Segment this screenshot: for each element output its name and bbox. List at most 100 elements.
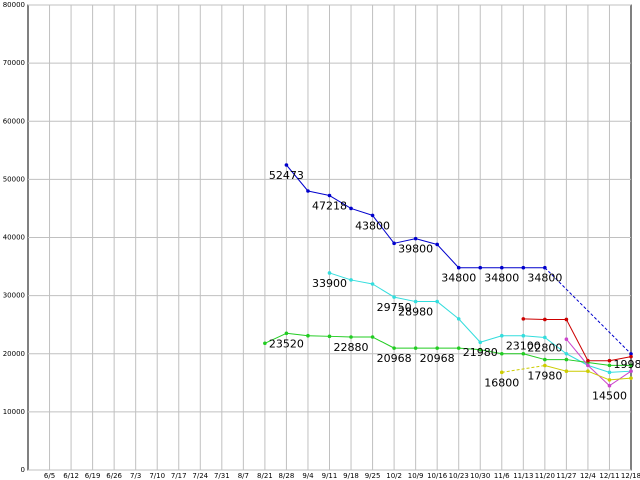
x-tick-label: 7/3 [130, 472, 141, 480]
series-6-point [564, 369, 569, 373]
series-2-point [327, 271, 332, 275]
series-4-segment [609, 356, 632, 362]
series-2-segment [587, 364, 610, 373]
series-4-segment [565, 319, 589, 361]
series-2-point [564, 351, 569, 356]
x-tick-label: 6/19 [85, 472, 101, 480]
series-3-point [456, 346, 461, 350]
series-2-segment [350, 279, 373, 285]
series-6-point [543, 363, 547, 368]
series-6-point [499, 370, 504, 375]
series-1-segment [394, 238, 416, 244]
series-3-point [564, 357, 569, 362]
series-2-segment [566, 353, 589, 366]
data-label: 34800 [527, 272, 562, 285]
series-5-point [629, 369, 633, 373]
data-label: 17980 [527, 369, 562, 382]
y-tick-label: 20000 [3, 350, 25, 358]
data-label: 52473 [269, 169, 304, 182]
series-6-segment [544, 365, 567, 372]
x-tick-label: 8/21 [257, 472, 273, 480]
series-3-segment [329, 335, 352, 338]
x-tick-label: 12/18 [621, 472, 640, 480]
data-label: 22880 [334, 341, 369, 354]
series-1-point [370, 213, 375, 218]
series-4-point [521, 317, 526, 321]
series-2-segment [436, 301, 460, 320]
x-tick-label: 7/31 [214, 472, 230, 480]
series-2-segment [544, 337, 567, 355]
series-3-segment [286, 332, 309, 337]
series-3-point [629, 363, 633, 368]
series-4-point [543, 317, 547, 322]
x-tick-label: 9/11 [322, 472, 338, 480]
series-2-point [435, 299, 439, 304]
series-1-segment [372, 215, 395, 244]
series-6-point [629, 376, 633, 380]
series-3-point [370, 335, 375, 339]
series-4-point [564, 317, 569, 322]
y-tick-label: 70000 [3, 59, 25, 67]
x-tick-label: 11/13 [513, 472, 533, 480]
series-5-point [607, 383, 612, 388]
series-2-segment [609, 370, 632, 373]
y-axis-ticks: 0 10000 20000 30000 40000 50000 60000 70000 8000… [3, 1, 25, 474]
y-tick-label: 0 [21, 466, 25, 474]
data-label: 21980 [463, 346, 498, 359]
series-1-point [349, 206, 353, 211]
data-label: 29750 [377, 301, 412, 314]
series-2-point [499, 333, 504, 338]
series-2-point [521, 333, 526, 338]
data-label: 23100 [506, 340, 541, 353]
series-5-segment [609, 370, 632, 387]
series-5-point [586, 363, 590, 368]
series-1-point [456, 265, 461, 270]
data-label: 16800 [484, 376, 519, 389]
series-6-segment [501, 364, 545, 373]
series-3-point [263, 341, 267, 346]
series-2-segment [523, 335, 545, 338]
series-3-point [284, 331, 289, 336]
series-1-point [543, 265, 547, 270]
series-1-segment [286, 164, 309, 192]
series-3-point [306, 333, 310, 338]
series-2-segment [329, 272, 352, 281]
series-2-segment [394, 296, 416, 303]
series-4-point [607, 358, 612, 363]
series-1-point [499, 265, 504, 270]
x-tick-label: 8/28 [279, 472, 295, 480]
series-3-point [435, 346, 439, 350]
x-tick-label: 9/25 [365, 472, 381, 480]
series-1-segment [307, 190, 330, 197]
data-label: 23520 [269, 337, 304, 350]
grid-lines [28, 4, 631, 471]
series-1-point [435, 242, 439, 247]
series-6-point [607, 378, 612, 382]
data-label: 20968 [377, 352, 412, 365]
series-3-point [543, 357, 547, 362]
series-1-segment [436, 244, 460, 269]
data-label: 39800 [398, 243, 433, 256]
data-label: 33900 [312, 277, 347, 290]
series-2-point [478, 340, 483, 345]
series-1-point [306, 189, 310, 193]
series-4-point [629, 354, 633, 359]
series-3-segment [264, 332, 287, 344]
x-tick-label: 6/12 [63, 472, 79, 480]
data-label: 34800 [441, 272, 476, 285]
x-tick-label: 6/26 [106, 472, 122, 480]
series-2-point [413, 299, 418, 304]
series-2-segment [458, 318, 481, 343]
x-tick-label: 10/23 [449, 472, 469, 480]
x-tick-label: 6/5 [44, 472, 55, 480]
y-tick-label: 30000 [3, 292, 25, 300]
series-3-segment [587, 361, 610, 366]
series-3-point [499, 351, 504, 356]
series-2-point [607, 370, 612, 375]
series-4-point [586, 358, 590, 363]
data-label: 20968 [420, 352, 455, 365]
x-tick-label: 10/2 [386, 472, 402, 480]
data-label: 28980 [398, 306, 433, 319]
series-5-segment [566, 338, 589, 366]
series-2-segment [480, 335, 502, 343]
